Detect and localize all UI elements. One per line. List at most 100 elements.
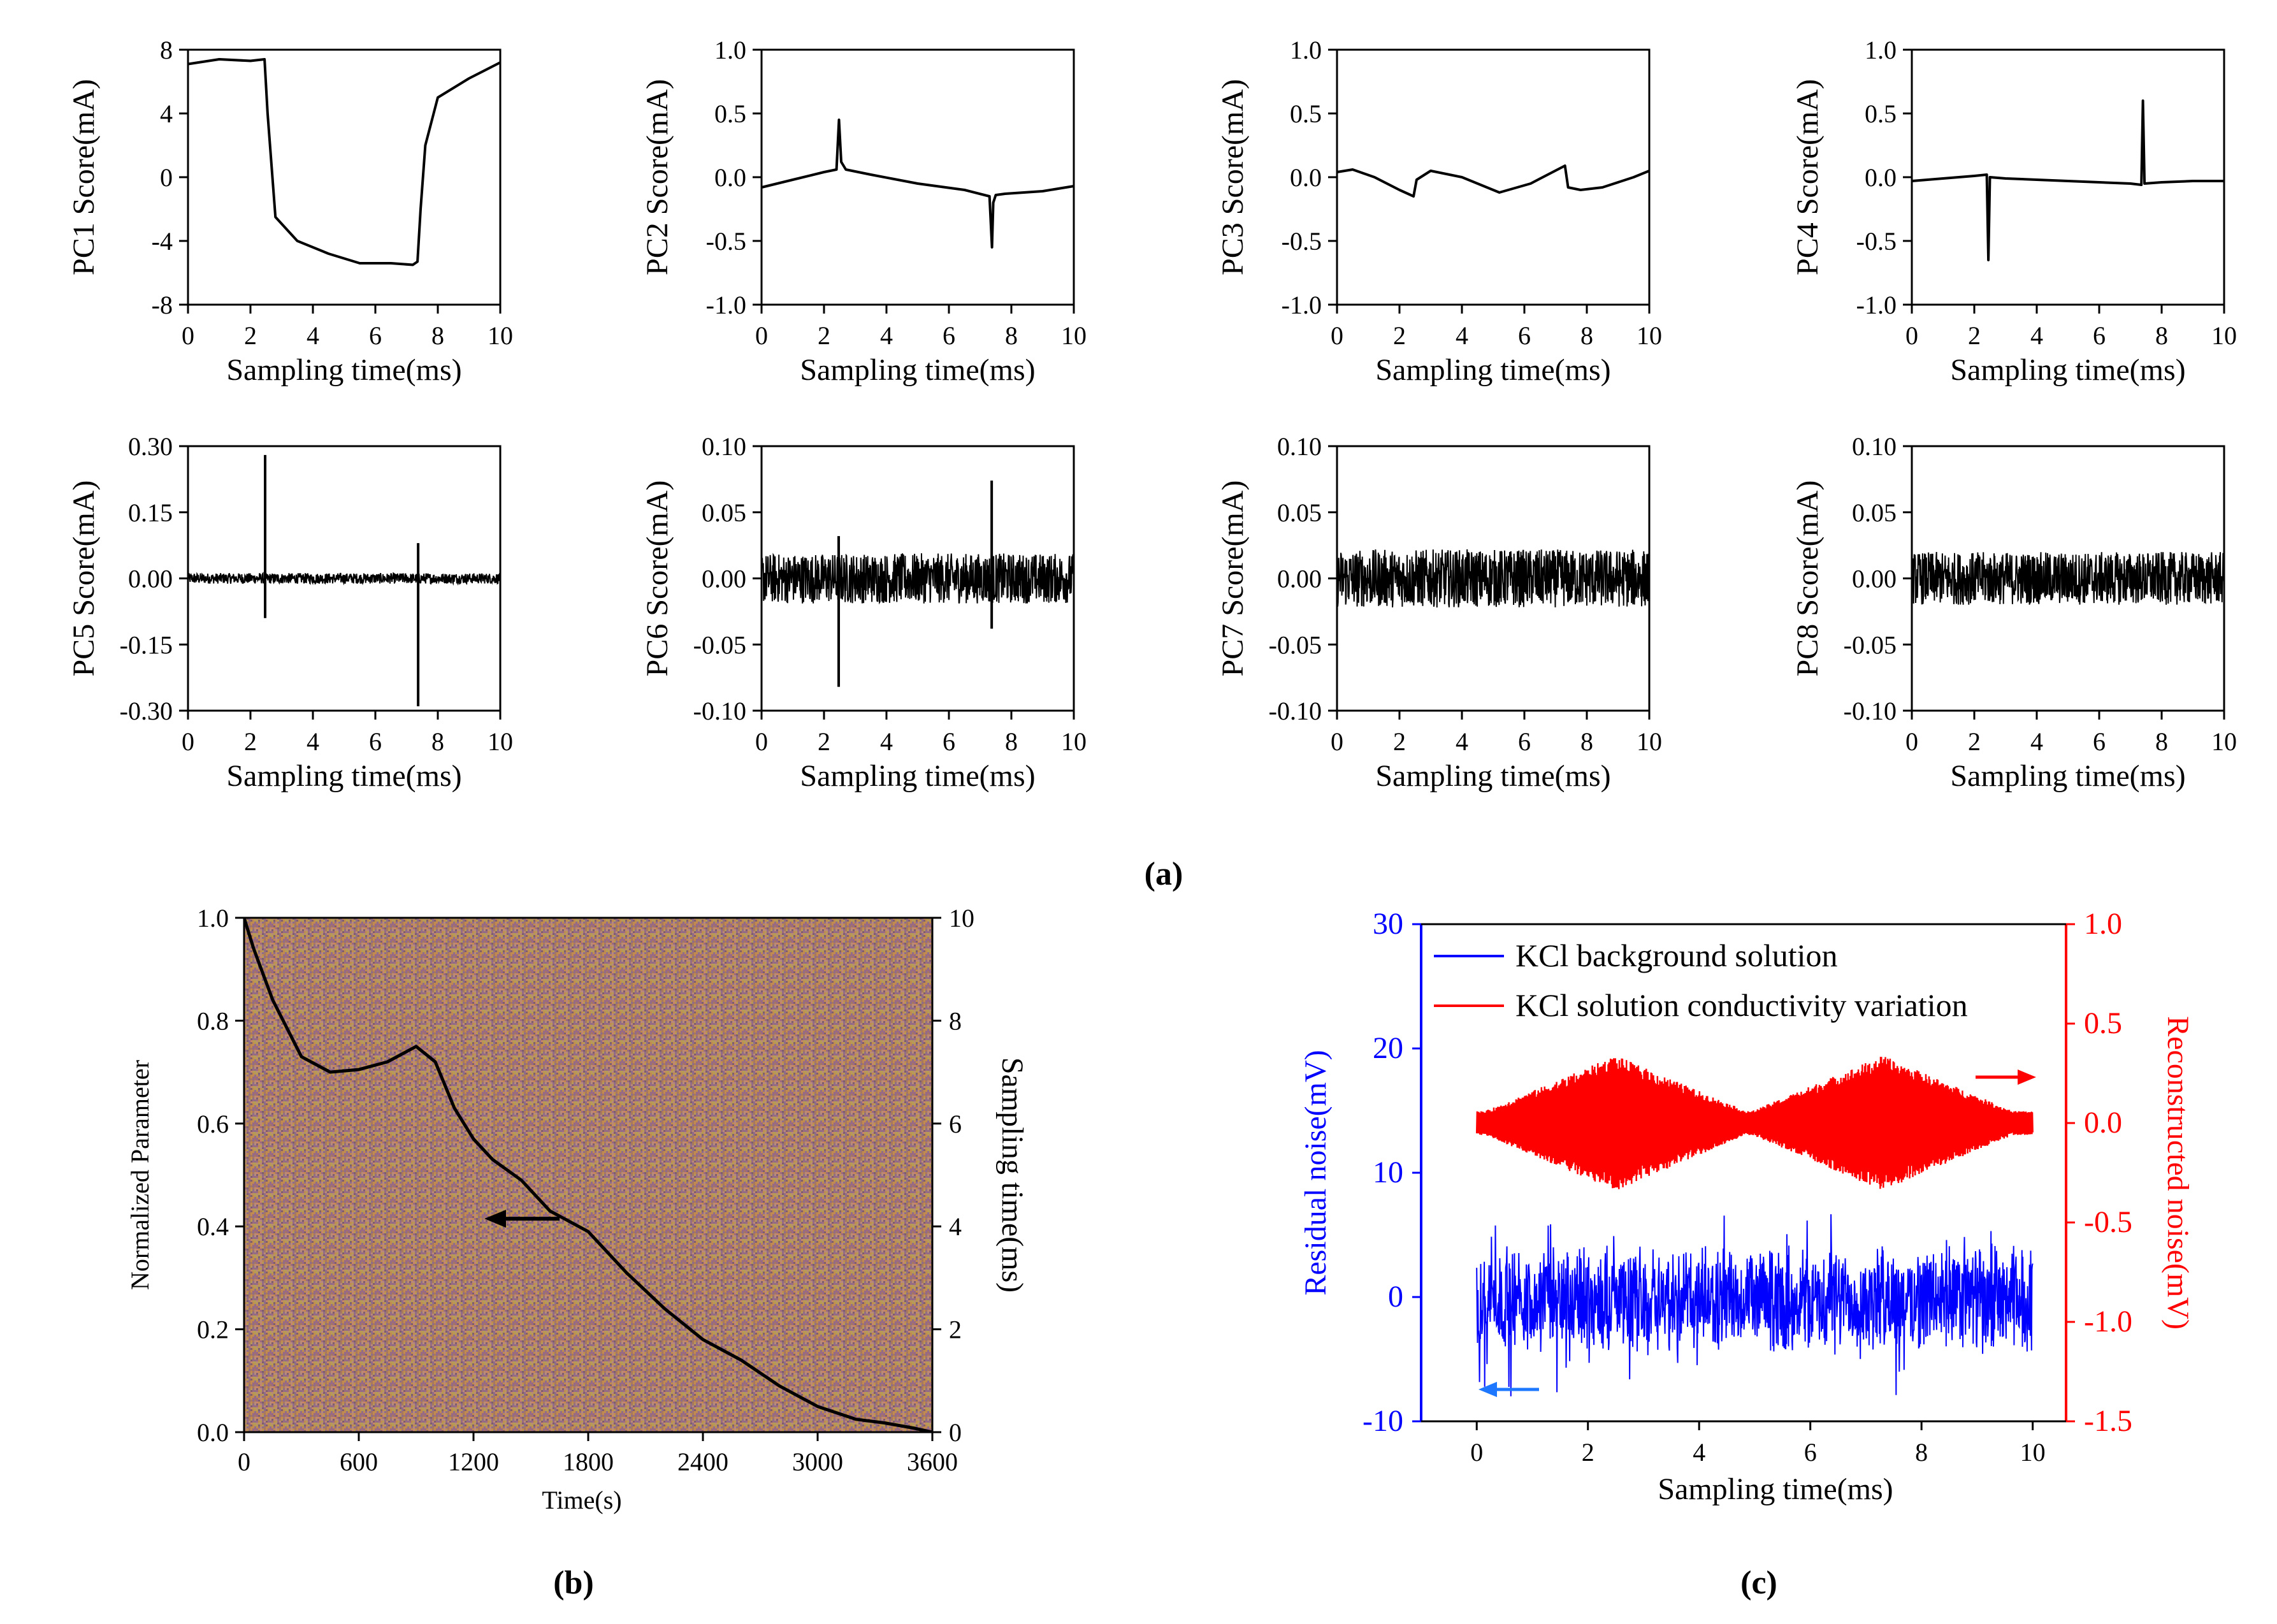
y-right-tick-label: 0.0 xyxy=(2084,1106,2122,1140)
y-tick-label: 4 xyxy=(160,99,173,128)
x-tick-label: 1200 xyxy=(448,1447,499,1476)
panel-a-grid: 0 2 4 6 8 10 8 4 0 -4 -8 Sampling time(ms) PC1 Score… xyxy=(67,36,2237,793)
x-tick-label: 6 xyxy=(369,727,382,756)
panel-c-noise-chart: 0 2 4 6 8 10 30 20 10 0 -10 1.0 0.5 0.0 -0.5 -1.0 -1.5 Sa… xyxy=(1299,907,2195,1506)
x-tick-label: 4 xyxy=(880,321,893,350)
y-tick-label: -0.5 xyxy=(1856,227,1897,256)
series-reconstructed-noise xyxy=(1475,1057,2034,1189)
x-tick-label: 0 xyxy=(1905,321,1918,350)
y-tick-label: 0.2 xyxy=(197,1316,229,1344)
x-tick-label: 8 xyxy=(431,321,444,350)
y-right-tick-label: 8 xyxy=(949,1006,962,1035)
series-line xyxy=(761,119,1074,249)
x-tick-label: 0 xyxy=(182,321,194,350)
x-tick-label: 2 xyxy=(1968,321,1981,350)
y-axis-label: PC8 Score(mA) xyxy=(1791,481,1825,677)
x-tick-label: 1800 xyxy=(563,1447,614,1476)
noise-trace xyxy=(187,571,501,586)
x-tick-label: 3000 xyxy=(792,1447,843,1476)
y-tick-label: 0.6 xyxy=(197,1110,229,1138)
y-tick-label: 0.00 xyxy=(128,565,173,593)
x-tick-label: 2 xyxy=(244,321,257,350)
series-residual-noise xyxy=(1476,1214,2034,1396)
normalized-curve xyxy=(244,918,932,1432)
x-tick-label: 10 xyxy=(1061,321,1087,350)
plot-pc2: 0 2 4 6 8 10 1.0 0.5 0.0 -0.5 -1.0 Sampling time(ms… xyxy=(640,36,1087,387)
series-line xyxy=(1336,164,1650,198)
y-right-tick-label: 0 xyxy=(949,1418,962,1447)
x-tick-label: 0 xyxy=(182,727,194,756)
plot-pc1: 0 2 4 6 8 10 8 4 0 -4 -8 Sampling time(ms) PC1 Score… xyxy=(67,36,513,387)
x-tick-label: 6 xyxy=(943,727,955,756)
y-tick-label: 10 xyxy=(1373,1156,1403,1189)
x-tick-label: 6 xyxy=(1518,727,1531,756)
y-tick-label: 0.10 xyxy=(1852,432,1897,461)
x-axis-label: Sampling time(ms) xyxy=(1375,759,1610,793)
x-tick-label: 0 xyxy=(755,321,768,350)
x-axis-label: Sampling time(ms) xyxy=(1375,353,1610,387)
y-tick-label: -1.0 xyxy=(706,291,746,319)
y-axis-label: PC4 Score(mA) xyxy=(1791,79,1825,275)
noise-trace xyxy=(1911,551,2225,605)
y-tick-label: -0.10 xyxy=(1269,697,1322,725)
y-tick-label: 20 xyxy=(1373,1031,1403,1065)
y-tick-label: -0.05 xyxy=(1269,630,1322,659)
y-tick-label: -0.05 xyxy=(693,630,746,659)
y-tick-label: 8 xyxy=(160,36,173,64)
arrow-right-red-head xyxy=(2018,1069,2036,1085)
plot-pc6: 0 2 4 6 8 10 0.10 0.05 0.00 -0.05 -0.10 Sampling ti… xyxy=(640,432,1087,793)
y-tick-label: 0.5 xyxy=(1290,99,1322,128)
legend-label-red: KCl solution conductivity variation xyxy=(1515,987,1968,1023)
y-tick-label: -1.0 xyxy=(1856,291,1897,319)
y-axis-label: PC7 Score(mA) xyxy=(1216,481,1250,677)
x-axis-label: Sampling time(ms) xyxy=(226,353,461,387)
y-tick-label: 0.8 xyxy=(197,1006,229,1035)
y-right-tick-label: -0.5 xyxy=(2084,1205,2132,1239)
y-tick-label: -0.10 xyxy=(1844,697,1897,725)
y-tick-label: -0.10 xyxy=(693,697,746,725)
x-tick-label: 0 xyxy=(1331,727,1343,756)
plot-frame xyxy=(1336,48,1651,306)
x-tick-label: 0 xyxy=(755,727,768,756)
x-tick-label: 4 xyxy=(307,727,319,756)
y-tick-label: 0.0 xyxy=(1290,163,1322,192)
y-tick-label: -1.0 xyxy=(1282,291,1322,319)
y-tick-label: -4 xyxy=(152,227,173,256)
x-tick-label: 4 xyxy=(1693,1438,1705,1467)
y-tick-label: 0 xyxy=(1388,1280,1403,1314)
x-tick-label: 4 xyxy=(880,727,893,756)
y-tick-label: 0.15 xyxy=(128,498,173,527)
x-tick-label: 10 xyxy=(488,321,513,350)
x-axis-label: Sampling time(ms) xyxy=(1950,759,2185,793)
x-tick-label: 8 xyxy=(2155,727,2168,756)
plot-pc7: 0 2 4 6 8 10 0.10 0.05 0.00 -0.05 -0.10 Sampling ti… xyxy=(1216,432,1662,793)
x-tick-label: 0 xyxy=(1905,727,1918,756)
x-tick-label: 0 xyxy=(1331,321,1343,350)
panel-b-heatmap: 0 600 1200 1800 2400 3000 3600 0.0 0.2 0.4 0.6 0.8 1… xyxy=(126,904,1029,1514)
y-axis-label: Normalized Parameter xyxy=(126,1060,154,1290)
legend: KCl background solution KCl solution cond… xyxy=(1434,938,1968,1023)
x-axis-label: Sampling time(ms) xyxy=(226,759,461,793)
y-right-tick-label: 4 xyxy=(949,1212,962,1241)
y-tick-label: 0.5 xyxy=(714,99,746,128)
plot-pc3: 0 2 4 6 8 10 1.0 0.5 0.0 -0.5 -1.0 Sampling time(ms… xyxy=(1216,36,1662,387)
x-axis-label: Sampling time(ms) xyxy=(800,353,1035,387)
series-line xyxy=(187,58,501,266)
x-tick-label: 4 xyxy=(2030,321,2043,350)
series-line xyxy=(1911,99,2224,261)
x-tick-label: 6 xyxy=(943,321,955,350)
x-tick-label: 8 xyxy=(1005,321,1018,350)
plot-pc4: 0 2 4 6 8 10 1.0 0.5 0.0 -0.5 -1.0 Sampling time(ms… xyxy=(1791,36,2237,387)
x-axis-label: Sampling time(ms) xyxy=(800,759,1035,793)
legend-label-blue: KCl background solution xyxy=(1515,938,1838,973)
y-axis-label: PC5 Score(mA) xyxy=(67,481,101,677)
x-axis-label: Time(s) xyxy=(542,1486,621,1514)
x-tick-label: 2 xyxy=(1393,321,1406,350)
y-right-tick-label: 2 xyxy=(949,1316,962,1344)
y-tick-label: 1.0 xyxy=(1865,36,1897,64)
x-tick-label: 2 xyxy=(1393,727,1406,756)
x-tick-label: 6 xyxy=(1804,1438,1817,1467)
x-tick-label: 0 xyxy=(238,1447,250,1476)
x-tick-label: 4 xyxy=(2030,727,2043,756)
y-tick-label: -10 xyxy=(1363,1404,1403,1438)
